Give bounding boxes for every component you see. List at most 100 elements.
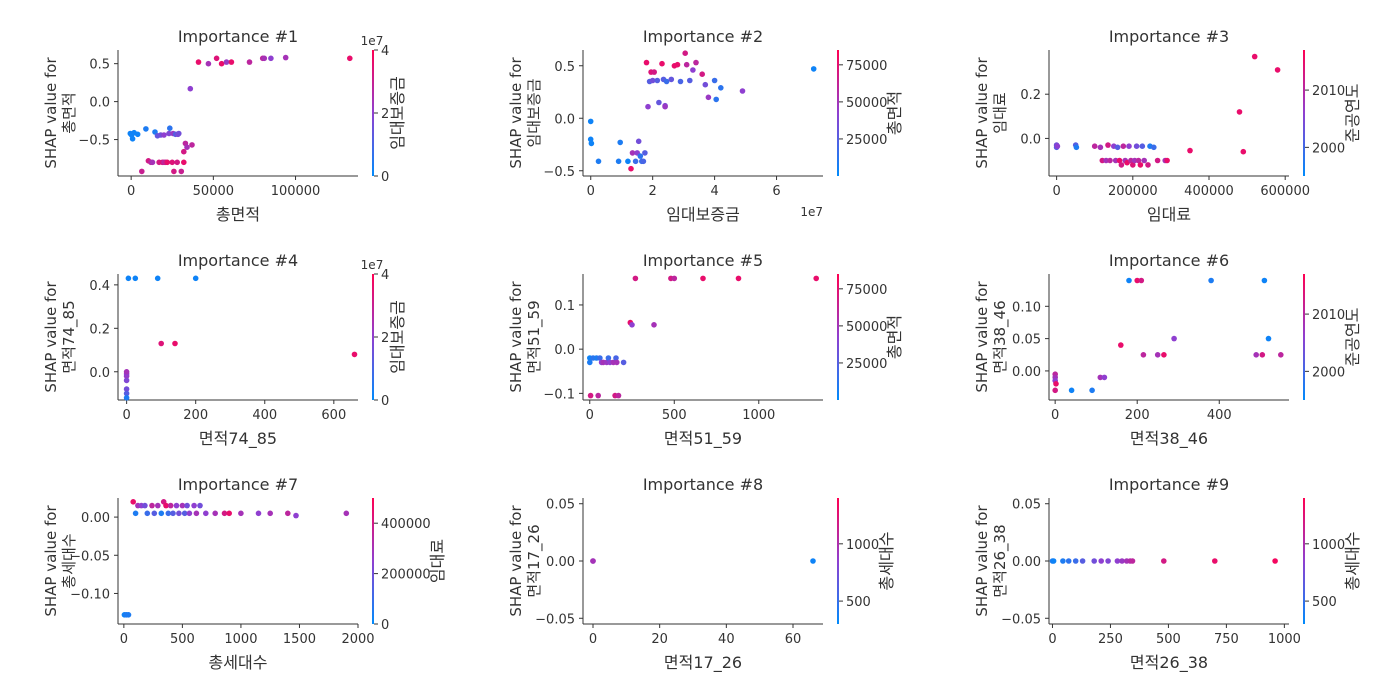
axes: 0 200000 400000 600000 0.0 0.2 (1020, 50, 1310, 199)
data-point (347, 55, 353, 62)
data-point (1259, 352, 1266, 358)
data-point (1135, 157, 1142, 164)
data-point (1154, 352, 1161, 358)
data-point (171, 168, 177, 175)
y-axis-label-line: SHAP value for (507, 281, 525, 393)
data-point (165, 510, 172, 517)
data-point (625, 158, 631, 165)
y-tick-label: −0.5 (543, 165, 575, 180)
colorbar-tick-label: 1000 (1312, 538, 1345, 553)
data-point (1164, 157, 1170, 164)
data-point (212, 510, 218, 517)
colorbar-tick-label: 2010 (1312, 84, 1345, 99)
y-tick-label: 0.0 (89, 96, 110, 111)
data-point (632, 158, 639, 165)
data-point (178, 168, 185, 175)
x-tick-label: 200 (183, 408, 208, 423)
x-tick-label: 500 (1156, 632, 1181, 647)
data-point (640, 158, 647, 165)
data-point (615, 392, 622, 399)
y-axis-label-line: 임대료 (991, 92, 1009, 134)
axes: 0 500 1000 1500 2000 −0.10 −0.05 0.00 (70, 498, 375, 647)
data-point (130, 499, 136, 505)
x-axis-label: 면적17_26 (664, 653, 742, 673)
data-point (205, 60, 212, 67)
data-point (1278, 352, 1284, 358)
data-point (179, 502, 186, 509)
colorbar-tick-label: 0 (381, 394, 389, 409)
x-tick-label: 4 (710, 184, 718, 199)
data-point (1154, 157, 1161, 164)
data-point (181, 148, 187, 155)
x-tick-label: 250 (1098, 632, 1123, 647)
data-point (143, 126, 149, 132)
data-point (635, 138, 642, 145)
data-point (1118, 342, 1124, 348)
points (587, 275, 819, 399)
x-tick-label: 1000 (1268, 632, 1301, 647)
data-point (1097, 374, 1104, 381)
x-axis-label: 총세대수 (209, 653, 268, 672)
y-axis-label-line: 면적17_26 (525, 524, 544, 597)
data-point (197, 502, 203, 509)
axes: 0 250 500 750 1000 −0.05 0.00 0.05 (1001, 498, 1301, 647)
colorbar: 25000 50000 75000 총면적 (837, 50, 904, 176)
x-axis-label: 면적74_85 (199, 429, 277, 449)
colorbar-label: 임대보증금 (388, 76, 407, 150)
y-axis-label: SHAP value for면적51_59 (507, 281, 544, 393)
x-axis-label: 면적26_38 (1130, 653, 1208, 673)
data-point (690, 67, 696, 73)
data-point (134, 131, 141, 138)
data-point (1261, 277, 1268, 284)
data-point (1151, 144, 1157, 151)
colorbar-tick-label: 0 (381, 618, 389, 633)
data-point (144, 510, 151, 517)
points (1052, 277, 1284, 394)
data-point (1065, 558, 1072, 564)
colorbar-tick-label: 200000 (381, 568, 431, 583)
data-point (1145, 162, 1151, 168)
y-axis-label-line: 면적26_38 (991, 524, 1010, 597)
data-point (1052, 387, 1058, 394)
x-tick-label: 2000 (341, 632, 374, 647)
x-axis-label: 면적51_59 (664, 429, 742, 449)
colorbar-gradient (372, 50, 374, 176)
data-point (590, 558, 596, 564)
data-point (142, 502, 148, 509)
data-point (223, 59, 230, 65)
y-axis-label-line: SHAP value for (973, 505, 991, 617)
x-tick-label: 0 (127, 184, 135, 199)
x-tick-label: 0 (1048, 632, 1056, 647)
x-tick-label: 400 (252, 408, 277, 423)
data-point (1240, 148, 1247, 155)
data-point (161, 132, 167, 138)
x-tick-label: 400 (1207, 408, 1232, 423)
data-point (1119, 558, 1125, 564)
colorbar-tick-label: 400000 (381, 517, 431, 532)
data-point (123, 369, 130, 375)
x-tick-label: 0 (120, 632, 128, 647)
dependence-plot-8: Importance #80 20 40 60−0.050.000.05면적17_26… (507, 475, 896, 673)
x-tick-label: 100000 (271, 184, 321, 199)
y-tick-label: 0.00 (81, 511, 110, 526)
data-point (285, 510, 291, 517)
data-point (343, 510, 350, 517)
colorbar-tick-label: 1000 (846, 538, 879, 553)
data-point (718, 85, 724, 91)
data-point (238, 510, 244, 517)
y-axis-label-line: 면적74_85 (60, 300, 79, 373)
points (127, 54, 353, 175)
colorbar-tick-label: 2000 (1312, 365, 1345, 380)
x-tick-label: 50000 (193, 184, 234, 199)
x-tick-label: 0 (1051, 408, 1059, 423)
data-point (1137, 162, 1144, 168)
data-point (167, 125, 173, 131)
data-point (587, 392, 594, 399)
data-point (637, 153, 644, 159)
data-point (614, 359, 620, 366)
plot-title: Importance #1 (178, 27, 298, 46)
data-point (203, 510, 209, 517)
